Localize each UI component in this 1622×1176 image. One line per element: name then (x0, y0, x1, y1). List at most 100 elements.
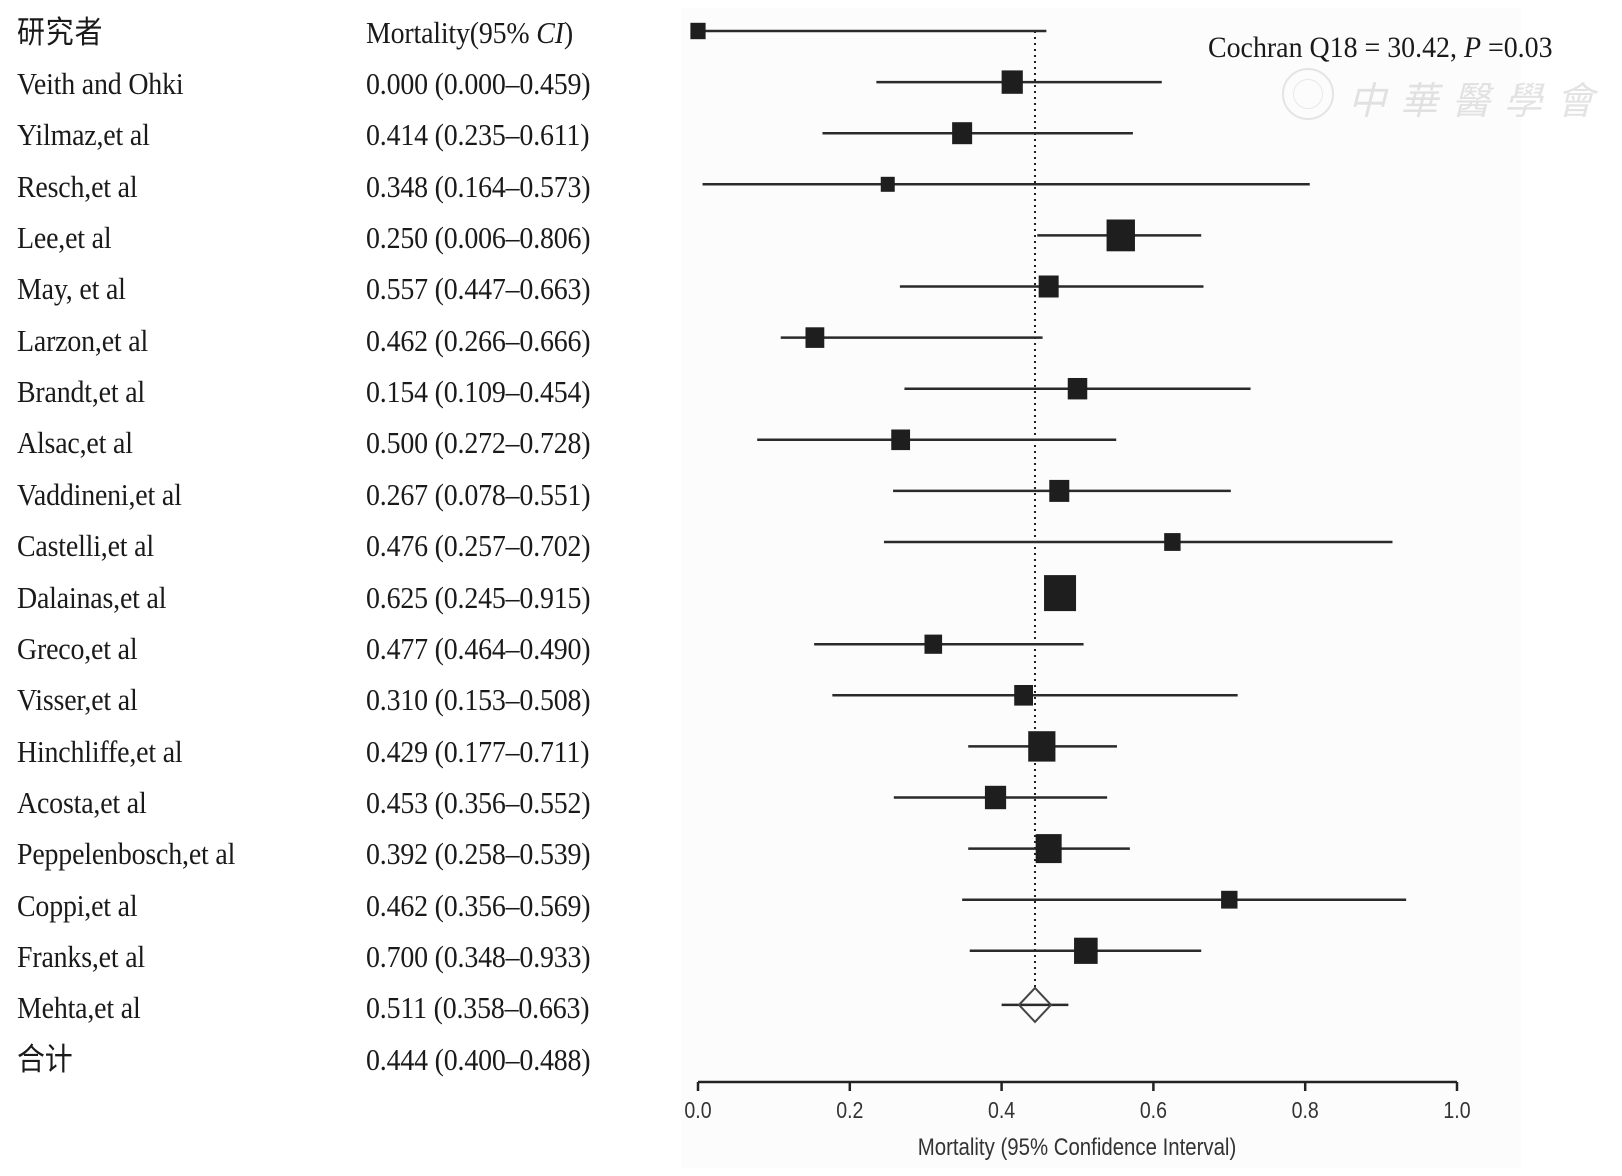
heterogeneity-statistic: Cochran Q18 = 30.42, P =0.03 (1208, 28, 1553, 68)
estimate-box (924, 634, 943, 654)
study-row: Greco,et al 0.477 (0.464–0.490) (0, 629, 660, 680)
study-name: Greco,et al (17, 630, 138, 666)
x-axis: 0.0 0.2 0.4 0.6 0.8 1.0 (684, 1080, 1471, 1124)
study-name: Vaddineni,et al (17, 476, 182, 512)
study-name: Yilmaz,et al (17, 117, 150, 153)
x-tick-label: 0.4 (988, 1098, 1015, 1124)
estimate-box (1049, 479, 1070, 502)
study-mortality: 0.429 (0.177–0.711) (366, 733, 590, 769)
total-row: 合计 0.444 (0.400–0.488) (0, 1040, 660, 1091)
x-axis-label: Mortality (95% Confidence Interval) (918, 1133, 1237, 1160)
study-name: Alsac,et al (17, 425, 133, 461)
study-mortality: 0.511 (0.358–0.663) (366, 990, 590, 1026)
study-name: Visser,et al (17, 682, 138, 718)
x-tick-label: 0.0 (684, 1098, 711, 1124)
study-mortality: 0.000 (0.000–0.459) (366, 66, 591, 101)
x-tick-label: 0.8 (1292, 1098, 1319, 1124)
study-row: Vaddineni,et al 0.267 (0.078–0.551) (0, 475, 660, 526)
estimate-box (1067, 377, 1088, 400)
study-row: Mehta,et al 0.511 (0.358–0.663) (0, 988, 660, 1039)
table-header-row: 研究者 Mortality(95% CI) (0, 13, 660, 64)
study-name: Acosta,et al (17, 784, 147, 820)
study-mortality: 0.267 (0.078–0.551) (366, 476, 591, 512)
study-row: Franks,et al 0.700 (0.348–0.933) (0, 937, 660, 988)
study-mortality: 0.477 (0.464–0.490) (366, 630, 591, 666)
cochran-q-text: Cochran Q18 = 30.42, (1208, 31, 1464, 64)
study-column-header: 研究者 (17, 15, 104, 50)
forest-marks (690, 22, 1407, 964)
summary-diamond-group (1001, 986, 1069, 1024)
study-row: Visser,et al 0.310 (0.153–0.508) (0, 680, 660, 731)
estimate-box (805, 327, 825, 348)
study-mortality: 0.462 (0.266–0.666) (366, 322, 591, 358)
study-name: Hinchliffe,et al (17, 733, 183, 769)
study-mortality: 0.462 (0.356–0.569) (366, 887, 591, 923)
p-label: P (1463, 31, 1481, 64)
estimate-box (1014, 685, 1034, 706)
study-name: Brandt,et al (17, 374, 145, 410)
study-row: Larzon,et al 0.462 (0.266–0.666) (0, 321, 660, 372)
watermark: 中華醫學會 (1282, 68, 1594, 124)
summary-diamond (1017, 986, 1053, 1024)
study-mortality: 0.557 (0.447–0.663) (366, 271, 591, 307)
x-tick-label: 0.2 (836, 1098, 863, 1124)
mortality-header-prefix: Mortality(95% (366, 15, 537, 50)
study-name: Castelli,et al (17, 528, 154, 564)
study-mortality: 0.392 (0.258–0.539) (366, 836, 591, 872)
estimate-box (690, 22, 706, 40)
study-name: Lee,et al (17, 220, 112, 256)
study-mortality: 0.700 (0.348–0.933) (366, 938, 591, 974)
study-row: Hinchliffe,et al 0.429 (0.177–0.711) (0, 732, 660, 783)
estimate-box (1001, 70, 1023, 94)
total-value: 0.444 (0.400–0.488) (366, 1041, 591, 1077)
estimate-box (1221, 890, 1238, 909)
study-name: Peppelenbosch,et al (17, 836, 236, 872)
estimate-box (1164, 533, 1181, 551)
study-name: Dalainas,et al (17, 579, 167, 615)
mortality-header-ci: CI (536, 15, 564, 50)
study-row: Lee,et al 0.250 (0.006–0.806) (0, 218, 660, 269)
study-table: 研究者 Mortality(95% CI) Veith and Ohki 0.00… (0, 0, 660, 1176)
study-row: Brandt,et al 0.154 (0.109–0.454) (0, 372, 660, 423)
p-value: =0.03 (1480, 31, 1553, 64)
study-mortality: 0.154 (0.109–0.454) (366, 374, 591, 410)
study-row: Castelli,et al 0.476 (0.257–0.702) (0, 526, 660, 577)
plot-panel (681, 8, 1521, 1168)
study-row: Alsac,et al 0.500 (0.272–0.728) (0, 423, 660, 474)
estimate-box (952, 122, 973, 145)
study-row: Veith and Ohki 0.000 (0.000–0.459) (0, 64, 660, 115)
watermark-text: 中華醫學會 (1348, 79, 1609, 123)
study-mortality: 0.476 (0.257–0.702) (366, 528, 591, 564)
study-row: Yilmaz,et al 0.414 (0.235–0.611) (0, 115, 660, 166)
study-row: May, et al 0.557 (0.447–0.663) (0, 269, 660, 320)
estimate-box (1035, 834, 1062, 864)
study-name: Mehta,et al (17, 990, 141, 1026)
seal-icon (1282, 68, 1334, 120)
study-mortality: 0.453 (0.356–0.552) (366, 784, 591, 820)
estimate-box (1044, 575, 1077, 612)
study-name: Larzon,et al (17, 322, 149, 358)
estimate-box (891, 429, 911, 451)
estimate-box (1106, 219, 1135, 252)
study-name: Franks,et al (17, 938, 146, 974)
study-mortality: 0.625 (0.245–0.915) (366, 579, 591, 615)
mortality-column-header: Mortality(95% CI) (366, 13, 573, 53)
study-mortality: 0.310 (0.153–0.508) (366, 682, 591, 718)
mortality-header-suffix: ) (563, 15, 573, 50)
estimate-box (880, 176, 895, 192)
estimate-box (1074, 937, 1098, 964)
estimate-box (1028, 731, 1056, 762)
study-mortality: 0.250 (0.006–0.806) (366, 220, 591, 256)
study-mortality: 0.500 (0.272–0.728) (366, 425, 591, 461)
study-name: May, et al (17, 271, 126, 307)
x-tick-label: 0.6 (1140, 1098, 1167, 1124)
study-row: Coppi,et al 0.462 (0.356–0.569) (0, 886, 660, 937)
study-name: Coppi,et al (17, 887, 138, 923)
study-row: Resch,et al 0.348 (0.164–0.573) (0, 167, 660, 218)
study-mortality: 0.348 (0.164–0.573) (366, 168, 591, 204)
total-label: 合计 (17, 1041, 73, 1077)
study-name: Veith and Ohki (17, 66, 184, 101)
study-name: Resch,et al (17, 168, 138, 204)
study-row: Peppelenbosch,et al 0.392 (0.258–0.539) (0, 834, 660, 885)
